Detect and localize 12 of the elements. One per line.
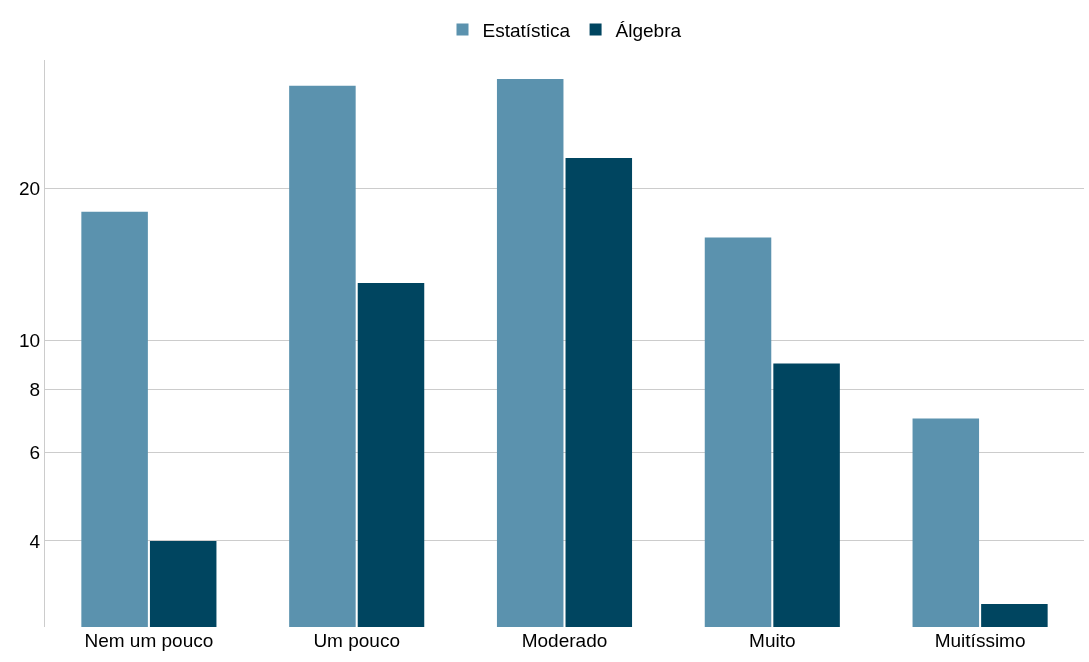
y-tick-label: 6 xyxy=(29,441,41,463)
x-tick-label: Muito xyxy=(749,630,796,651)
x-tick-label: Nem um pouco xyxy=(84,630,214,651)
x-tick-label: Um pouco xyxy=(313,630,400,651)
y-tick-label: 10 xyxy=(19,330,41,352)
x-tick-label: Moderado xyxy=(521,630,608,651)
legend-label: Estatística xyxy=(482,19,571,41)
x-tick-label: Muitíssimo xyxy=(934,630,1026,651)
y-tick-label: 8 xyxy=(29,378,41,400)
y-tick-label: 4 xyxy=(29,530,41,552)
legend-label: Álgebra xyxy=(615,19,682,41)
y-tick-label: 20 xyxy=(19,178,41,200)
